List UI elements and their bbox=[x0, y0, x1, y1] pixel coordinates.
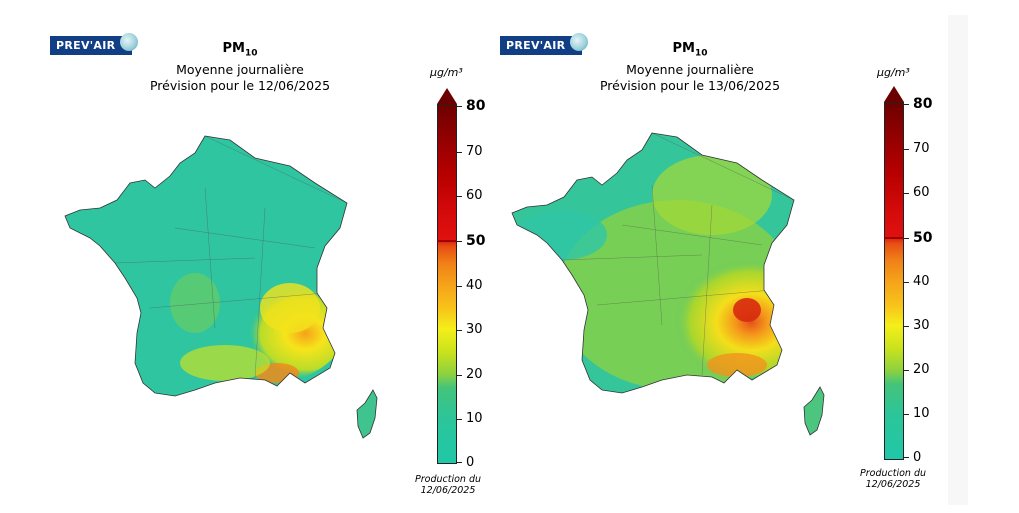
title-subtitle: Moyenne journalière bbox=[626, 61, 754, 77]
colorbar-threshold-line bbox=[884, 237, 904, 239]
france-map-day1 bbox=[64, 135, 378, 439]
colorbar-threshold-line bbox=[437, 240, 457, 242]
forecast-panel-day2: PREV'AIR PM10 Moyenne journalière Prévis… bbox=[452, 0, 952, 513]
prevair-logo: PREV'AIR bbox=[50, 33, 138, 55]
colorbar-unit: µg/m³ bbox=[877, 66, 910, 79]
colorbar-max-arrow bbox=[437, 88, 457, 104]
forecast-panel-day1: PREV'AIR PM10 Moyenne journalière Prévis… bbox=[0, 0, 500, 513]
title-date: Prévision pour le 12/06/2025 bbox=[149, 77, 331, 93]
colorbar-unit: µg/m³ bbox=[430, 66, 463, 79]
france-map-day2 bbox=[511, 132, 825, 436]
production-note: Production du 12/06/2025 bbox=[860, 468, 926, 490]
title-subtitle: Moyenne journalière bbox=[176, 61, 304, 77]
panel-edge bbox=[948, 15, 968, 505]
map-title: PM10 Moyenne journalière Prévision pour … bbox=[570, 40, 810, 94]
colorbar bbox=[884, 102, 904, 460]
prevair-logo: PREV'AIR bbox=[500, 33, 588, 55]
colorbar bbox=[437, 104, 457, 464]
logo-swirl-icon bbox=[120, 33, 138, 51]
production-note: Production du 12/06/2025 bbox=[415, 474, 481, 496]
logo-swirl-icon bbox=[570, 33, 588, 51]
map-title: PM10 Moyenne journalière Prévision pour … bbox=[120, 40, 360, 94]
colorbar-max-arrow bbox=[884, 86, 904, 102]
title-date: Prévision pour le 13/06/2025 bbox=[599, 77, 781, 93]
